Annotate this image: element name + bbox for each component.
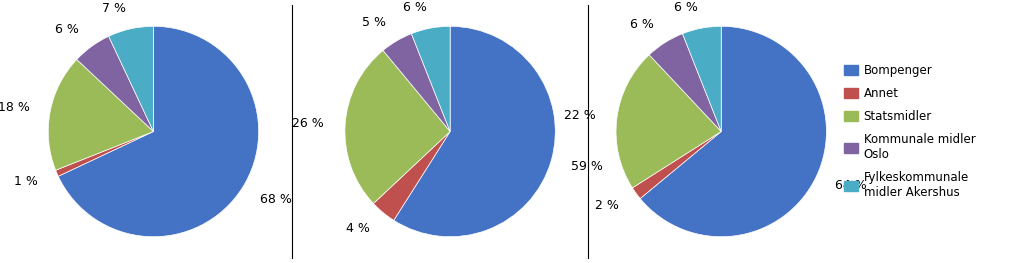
Wedge shape (411, 26, 450, 132)
Text: 4 %: 4 % (346, 222, 369, 235)
Wedge shape (77, 36, 153, 132)
Wedge shape (640, 26, 827, 237)
Text: 6 %: 6 % (630, 18, 654, 31)
Wedge shape (632, 132, 721, 199)
Wedge shape (108, 26, 153, 132)
Text: 26 %: 26 % (293, 117, 324, 130)
Wedge shape (48, 59, 153, 170)
Text: 1 %: 1 % (13, 175, 38, 188)
Text: 68 %: 68 % (260, 193, 292, 206)
Wedge shape (682, 26, 721, 132)
Wedge shape (650, 34, 721, 132)
Wedge shape (394, 26, 555, 237)
Text: 6 %: 6 % (674, 1, 698, 14)
Text: 64 %: 64 % (836, 179, 868, 192)
Wedge shape (373, 132, 450, 220)
Legend: Bompenger, Annet, Statsmidler, Kommunale midler
Oslo, Fylkeskommunale
midler Ake: Bompenger, Annet, Statsmidler, Kommunale… (839, 59, 980, 204)
Text: 5 %: 5 % (362, 16, 386, 29)
Text: 6 %: 6 % (55, 23, 79, 36)
Wedge shape (345, 50, 450, 204)
Text: 59 %: 59 % (572, 160, 604, 173)
Wedge shape (383, 34, 450, 132)
Text: 6 %: 6 % (403, 1, 427, 14)
Text: 2 %: 2 % (595, 199, 619, 212)
Text: 7 %: 7 % (102, 2, 126, 15)
Wedge shape (616, 55, 721, 188)
Text: 22 %: 22 % (565, 109, 596, 122)
Wedge shape (55, 132, 153, 176)
Text: 18 %: 18 % (0, 101, 30, 114)
Wedge shape (58, 26, 259, 237)
